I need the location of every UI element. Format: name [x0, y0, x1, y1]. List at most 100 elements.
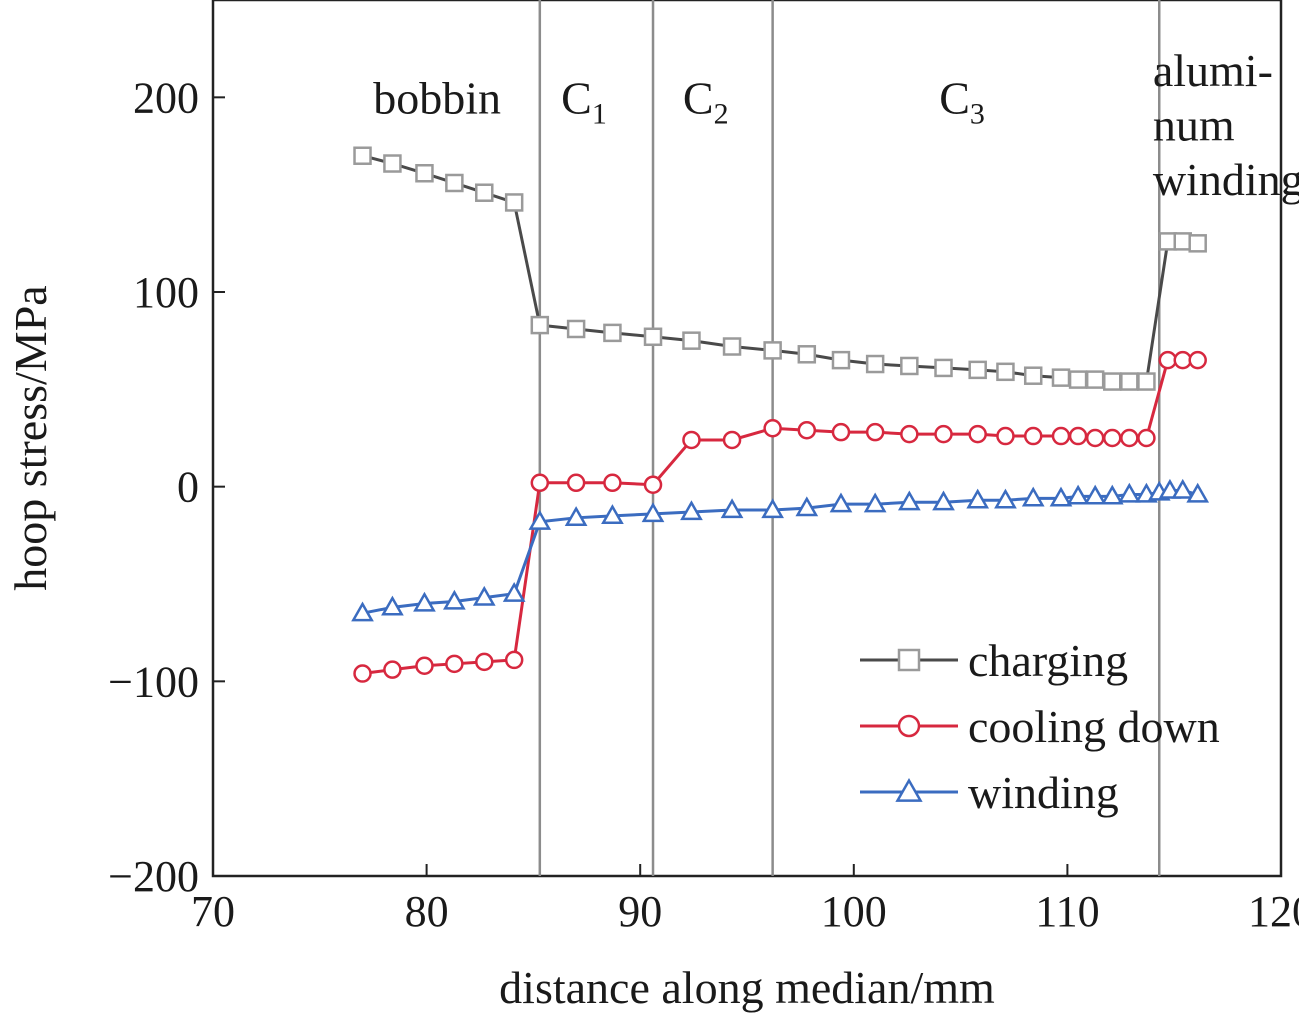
data-point-2-25: [1117, 482, 1141, 503]
data-point-0-6: [530, 315, 550, 335]
data-point-0-21: [1051, 368, 1071, 387]
data-point-2-16: [897, 490, 921, 511]
region-label-2: C2: [683, 72, 729, 130]
data-point-1-5: [504, 650, 524, 670]
data-point-1-7: [566, 473, 586, 493]
legend-marker-0: [897, 648, 921, 672]
data-point-1-8: [603, 473, 622, 493]
region-label-0: bobbin: [373, 72, 501, 123]
data-point-2-11: [720, 498, 744, 519]
data-point-1-12: [763, 419, 782, 438]
data-point-0-13: [797, 345, 817, 364]
x-tick-label-2: 90: [618, 887, 662, 936]
data-point-1-1: [383, 660, 402, 679]
data-point-2-8: [601, 504, 624, 525]
x-tick-label-1: 80: [405, 887, 449, 936]
legend: charging cooling down winding: [860, 635, 1220, 818]
data-point-2-7: [564, 506, 588, 526]
data-point-0-20: [1023, 366, 1043, 385]
data-point-0-12: [763, 341, 782, 360]
data-point-0-8: [603, 323, 622, 343]
data-point-0-1: [383, 154, 402, 173]
x-tick-label-3: 100: [821, 887, 887, 936]
data-point-2-10: [680, 500, 703, 521]
data-point-1-10: [682, 430, 701, 450]
data-point-2-13: [795, 496, 819, 517]
legend-item-winding: winding: [860, 767, 1119, 818]
data-point-2-12: [761, 498, 784, 519]
y-tick-label-1: −100: [108, 657, 199, 706]
data-point-0-15: [865, 354, 885, 374]
series-charging: [353, 146, 1207, 391]
legend-label-0: charging: [968, 635, 1128, 686]
region-label-1: C1: [561, 72, 607, 130]
data-point-2-0: [351, 601, 374, 622]
data-point-0-0: [353, 146, 372, 165]
data-point-1-11: [722, 430, 742, 450]
data-point-0-17: [934, 358, 953, 378]
data-point-1-29: [1188, 350, 1207, 370]
data-point-2-6: [528, 509, 552, 530]
data-point-2-23: [1083, 484, 1107, 505]
data-point-2-3: [443, 589, 466, 610]
data-point-2-2: [413, 591, 436, 612]
data-point-0-4: [475, 183, 494, 202]
data-point-1-13: [797, 420, 817, 440]
data-point-1-18: [968, 424, 987, 444]
data-point-0-2: [415, 164, 434, 183]
data-point-0-29: [1188, 234, 1207, 253]
region-boundaries: [538, 0, 1161, 876]
data-point-0-3: [445, 173, 464, 193]
y-tick-label-2: 0: [177, 463, 199, 512]
series-layer: [351, 146, 1210, 683]
region-label-6: winding: [1153, 154, 1299, 205]
data-point-1-3: [445, 654, 464, 674]
data-point-2-18: [966, 488, 990, 509]
data-point-2-29: [1171, 478, 1195, 499]
data-point-1-26: [1137, 428, 1156, 448]
data-point-2-24: [1100, 484, 1124, 505]
data-point-2-15: [863, 492, 887, 513]
x-tick-label-4: 110: [1035, 887, 1099, 936]
data-point-0-23: [1085, 370, 1105, 389]
data-point-2-4: [472, 585, 496, 606]
data-point-1-20: [1023, 426, 1043, 446]
data-point-1-21: [1051, 426, 1071, 446]
data-point-2-17: [932, 490, 955, 511]
x-tick-label-5: 120: [1248, 887, 1299, 936]
data-point-0-22: [1068, 370, 1088, 389]
legend-item-cooling-down: cooling down: [860, 701, 1220, 752]
data-point-0-26: [1137, 372, 1156, 391]
data-point-1-14: [831, 422, 851, 442]
region-label-3: C3: [939, 72, 985, 130]
legend-item-charging: charging: [860, 635, 1128, 686]
region-label-5: num: [1153, 100, 1235, 151]
y-tick-label-4: 200: [133, 73, 199, 122]
data-point-0-25: [1120, 372, 1139, 391]
data-point-0-28: [1173, 232, 1192, 251]
data-point-2-9: [641, 502, 665, 523]
y-tick-label-0: −200: [108, 852, 199, 901]
data-point-2-1: [381, 595, 404, 616]
data-point-1-17: [934, 424, 953, 444]
data-point-2-21: [1049, 486, 1073, 507]
data-point-1-27: [1158, 350, 1178, 370]
data-point-2-19: [994, 488, 1017, 509]
data-point-1-22: [1068, 426, 1088, 446]
data-point-1-6: [530, 473, 550, 493]
data-point-1-24: [1103, 428, 1122, 448]
x-tick-label-0: 70: [191, 887, 235, 936]
data-point-1-9: [643, 475, 663, 494]
data-point-0-9: [643, 327, 663, 347]
data-point-2-20: [1021, 486, 1045, 507]
legend-label-2: winding: [968, 767, 1119, 818]
data-point-0-10: [682, 331, 701, 350]
data-point-1-19: [996, 426, 1015, 446]
region-label-4: alumi-: [1153, 45, 1273, 96]
data-point-0-18: [968, 360, 987, 380]
data-point-2-30: [1186, 482, 1210, 503]
series-winding: [351, 478, 1210, 622]
data-point-2-5: [502, 582, 526, 602]
series-cooling-down: [353, 350, 1207, 683]
